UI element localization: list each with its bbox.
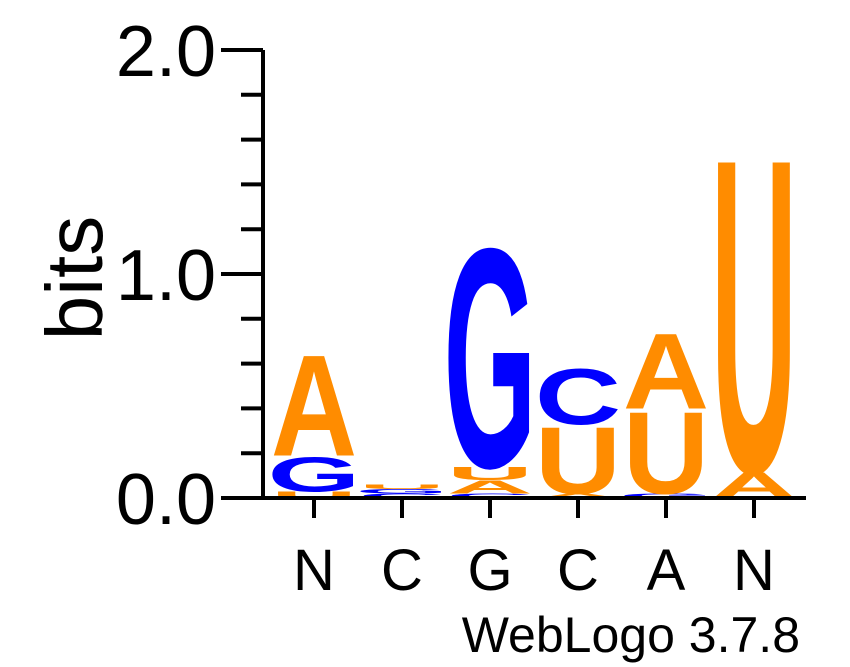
logo-letter: A	[271, 326, 357, 487]
logo-letter: G	[620, 492, 713, 499]
y-axis-label: bits	[30, 216, 119, 341]
letter-glyph: U	[359, 483, 445, 490]
logo-letter: U	[359, 483, 445, 490]
logo-letter: A	[447, 477, 533, 497]
letter-glyph: G	[620, 492, 713, 499]
x-tick-label: N	[293, 538, 335, 603]
logo-letter: C	[359, 492, 445, 499]
letter-glyph: G	[444, 184, 537, 534]
letter-glyph: G	[356, 488, 449, 495]
letter-glyph: U	[711, 65, 797, 567]
weblogo-version-footer: WebLogo 3.7.8	[462, 607, 800, 663]
letter-glyph: U	[271, 490, 357, 500]
letter-glyph: A	[623, 312, 709, 432]
y-axis: 0.0 1.0 2.0	[116, 12, 265, 540]
x-tick-label: N	[733, 538, 775, 603]
y-tick-label: 0.0	[116, 460, 216, 540]
x-tick-label: C	[381, 538, 423, 603]
letter-glyph: C	[447, 492, 533, 499]
x-tick-label: G	[467, 538, 512, 603]
y-tick-label: 2.0	[116, 12, 216, 92]
logo-letter: A	[535, 492, 621, 499]
x-tick-label: A	[647, 538, 686, 603]
logo-letter: G	[444, 184, 537, 534]
logo-letter: C	[535, 352, 621, 442]
letter-glyph: C	[535, 352, 621, 442]
letter-glyph: A	[447, 477, 533, 497]
x-tick-label: C	[557, 538, 599, 603]
letter-glyph: U	[447, 464, 533, 484]
y-tick-label: 1.0	[116, 236, 216, 316]
letter-glyph: A	[271, 326, 357, 487]
letter-glyph: A	[535, 492, 621, 499]
logo-letter: G	[268, 447, 361, 502]
logo-letter: U	[447, 464, 533, 484]
letter-glyph: G	[268, 447, 361, 502]
logo-letter: U	[711, 65, 797, 567]
logo-letter: C	[447, 492, 533, 499]
logo-letter: U	[271, 490, 357, 500]
letter-glyph: C	[359, 492, 445, 499]
logo-letter: A	[623, 312, 709, 432]
logo-letter: G	[356, 488, 449, 495]
